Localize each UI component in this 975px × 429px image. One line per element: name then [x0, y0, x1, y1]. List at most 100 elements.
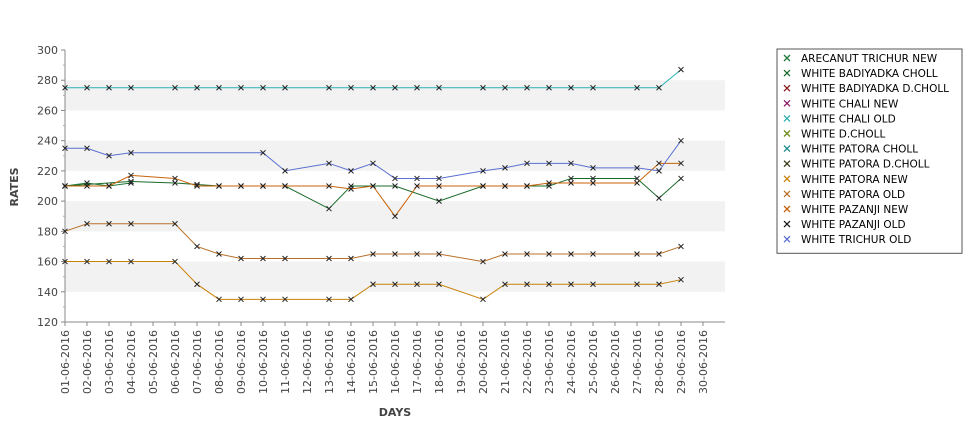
data-point: [414, 281, 420, 288]
x-tick-label: 22-06-2016: [521, 330, 534, 394]
data-point: [62, 258, 68, 265]
data-point: [590, 84, 596, 91]
data-point: [106, 220, 112, 227]
data-point: [282, 168, 288, 174]
legend: ARECANUT TRICHUR NEW WHITE BADIYADKA CHOL…: [776, 48, 963, 254]
data-point: [524, 251, 530, 257]
y-tick-label: 240: [37, 135, 58, 148]
series-9: [62, 220, 684, 265]
data-point: [194, 183, 200, 189]
legend-entry: WHITE PATORA D.CHOLL: [801, 159, 930, 171]
data-point: [656, 160, 662, 167]
data-point: [194, 243, 200, 250]
data-point: [414, 183, 420, 189]
data-point: [568, 251, 574, 257]
data-point: [326, 183, 332, 189]
data-point: [414, 84, 420, 91]
legend-marker: [783, 145, 791, 153]
legend-entry: ARECANUT TRICHUR NEW: [801, 53, 938, 65]
data-point: [370, 281, 376, 288]
data-point: [128, 172, 134, 179]
legend-marker: [783, 160, 791, 168]
x-tick-label: 15-06-2016: [367, 330, 380, 394]
series-line: [64, 182, 132, 187]
data-point: [106, 84, 112, 91]
legend-entry: WHITE TRICHUR OLD: [801, 234, 911, 246]
data-point: [634, 84, 640, 91]
y-tick-label: 140: [37, 286, 58, 299]
data-point: [568, 281, 574, 288]
data-point: [546, 281, 552, 288]
data-point: [568, 180, 574, 186]
legend-entry: WHITE CHALI OLD: [801, 113, 896, 125]
x-tick-label: 28-06-2016: [653, 330, 666, 394]
axes: [61, 50, 725, 326]
data-point: [568, 84, 574, 91]
x-tick-label: 08-06-2016: [213, 330, 226, 394]
data-point: [128, 149, 134, 156]
data-point: [678, 276, 684, 283]
data-point: [480, 258, 486, 265]
data-point: [502, 165, 508, 171]
data-point: [172, 84, 178, 91]
data-point: [546, 180, 552, 186]
data-point: [348, 168, 354, 174]
data-point: [524, 281, 530, 288]
data-point: [678, 66, 684, 73]
x-tick-label: 23-06-2016: [543, 330, 556, 394]
data-point: [656, 168, 662, 174]
legend-marker: [783, 190, 791, 198]
data-point: [436, 175, 442, 182]
data-point: [260, 296, 266, 303]
x-tick-label: 16-06-2016: [389, 330, 402, 394]
legend-marker: [783, 84, 791, 92]
data-point: [414, 251, 420, 257]
data-point: [216, 84, 222, 91]
data-point: [84, 183, 90, 189]
legend-box: [776, 48, 963, 254]
data-point: [238, 296, 244, 303]
x-tick-label: 04-06-2016: [125, 330, 138, 394]
data-point: [106, 183, 112, 189]
data-point: [568, 160, 574, 167]
x-tick-label: 01-06-2016: [59, 330, 72, 394]
data-point: [392, 183, 398, 189]
y-tick-label: 220: [37, 165, 58, 178]
data-point: [524, 160, 530, 167]
data-point: [216, 183, 222, 189]
data-point: [348, 84, 354, 91]
data-point: [590, 180, 596, 186]
data-point: [260, 149, 266, 156]
data-point: [62, 84, 68, 91]
x-tick-label: 12-06-2016: [301, 330, 314, 394]
data-point: [678, 137, 684, 144]
x-axis-ticks: 01-06-2016 02-06-2016 03-06-2016 04-06-2016…: [59, 322, 710, 394]
data-point: [392, 84, 398, 91]
x-tick-label: 26-06-2016: [609, 330, 622, 394]
data-point: [260, 84, 266, 91]
x-tick-label: 06-06-2016: [169, 330, 182, 394]
data-point: [260, 255, 266, 262]
data-point: [634, 180, 640, 186]
legend-marker: [783, 69, 791, 77]
data-point: [194, 281, 200, 288]
data-point: [480, 183, 486, 189]
x-tick-label: 02-06-2016: [81, 330, 94, 394]
y-tick-label: 180: [37, 225, 58, 238]
legend-entry: WHITE PATORA OLD: [801, 189, 905, 201]
legend-marker: [783, 114, 791, 122]
legend-marker: [783, 235, 791, 243]
x-tick-label: 21-06-2016: [499, 330, 512, 394]
y-axis-ticks: 120 140 160 180 200 220 240 260 280 300: [37, 44, 65, 329]
y-tick-label: 300: [37, 44, 58, 57]
data-point: [436, 198, 442, 204]
data-point: [106, 152, 112, 159]
y-tick-label: 260: [37, 104, 58, 117]
data-point: [128, 84, 134, 91]
data-point: [480, 296, 486, 303]
x-tick-label: 19-06-2016: [455, 330, 468, 394]
data-point: [502, 281, 508, 288]
data-point: [282, 255, 288, 262]
legend-marker: [783, 54, 791, 62]
x-tick-label: 14-06-2016: [345, 330, 358, 394]
